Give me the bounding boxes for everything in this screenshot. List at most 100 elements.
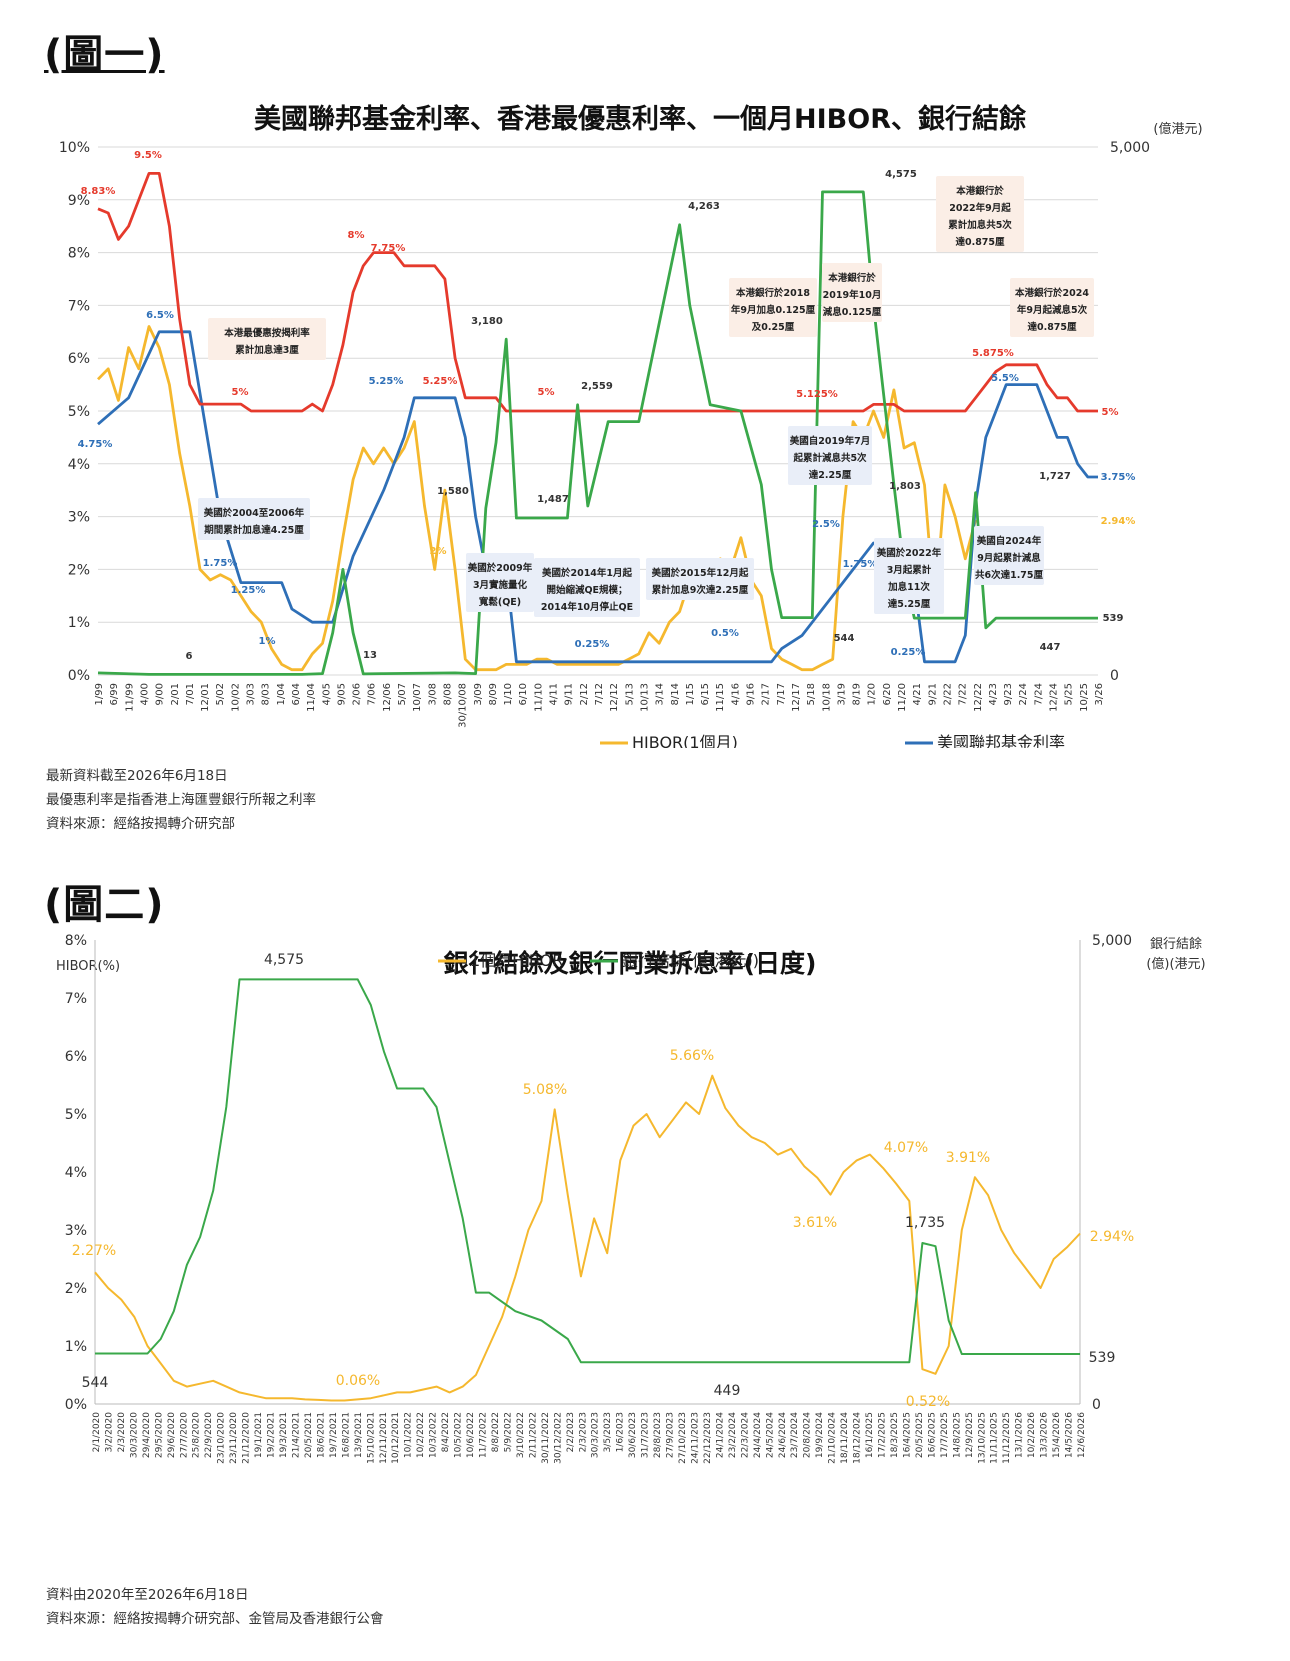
data-label: 4.07%: [884, 1140, 928, 1156]
x-tick-label: 10/2/2026: [1027, 1412, 1037, 1458]
series-line: [97, 172, 1098, 413]
x-tick-label: 24/4/2024: [753, 1412, 763, 1458]
x-tick-label: 1/10: [503, 683, 514, 705]
callout-text: 美國於2014年1月起: [541, 567, 633, 579]
x-tick-label: 5/25: [1064, 683, 1075, 705]
data-label: 0.25%: [575, 639, 610, 650]
data-label: 9.5%: [134, 150, 162, 161]
x-tick-label: 3/2/2020: [105, 1412, 115, 1453]
data-label: 3.91%: [946, 1150, 990, 1166]
x-tick-label: 11/99: [124, 683, 135, 712]
data-label: 5.25%: [369, 376, 404, 387]
data-label: 2.94%: [1101, 516, 1136, 527]
x-tick-label: 30/3/2020: [129, 1412, 139, 1458]
x-tick-label: 8/19: [852, 683, 863, 705]
x-tick-label: 5/13: [624, 683, 635, 705]
data-label: 0.06%: [336, 1373, 380, 1389]
x-tick-label: 13/9/2021: [354, 1412, 364, 1458]
data-label: 4,575: [885, 169, 917, 180]
x-tick-label: 21/10/2024: [828, 1412, 838, 1464]
figure1-right-unit: (億港元): [1153, 121, 1202, 137]
y-left-tick-label: 10%: [59, 140, 90, 156]
data-label: 2,559: [581, 381, 613, 392]
y-left-tick-label: 4%: [65, 1165, 87, 1181]
x-tick-label: 10/13: [640, 683, 651, 712]
callout-text: 起累計減息共5次: [792, 452, 867, 464]
x-tick-label: 19/1/2021: [254, 1412, 264, 1458]
x-tick-label: 2/17: [761, 683, 772, 705]
callout-text: 累計加息達3厘: [235, 344, 299, 356]
x-tick-label: 5/18: [806, 683, 817, 705]
data-label: 5.25%: [423, 376, 458, 387]
y-left-tick-label: 9%: [68, 193, 90, 209]
x-tick-label: 10/02: [230, 683, 241, 712]
data-label: 1,727: [1039, 471, 1071, 482]
x-tick-label: 3/5/2023: [603, 1412, 613, 1452]
callout-text: 美國於2022年: [876, 547, 942, 559]
data-label: 2.27%: [72, 1243, 116, 1259]
x-tick-label: 11/12/2025: [1002, 1412, 1012, 1464]
figure1-note: 最新資料截至2026年6月18日: [46, 768, 228, 784]
x-tick-label: 10/6/2022: [466, 1412, 476, 1458]
y-left-tick-label: 1%: [68, 615, 90, 631]
x-tick-label: 4/00: [140, 683, 151, 705]
data-label: 1,580: [437, 486, 469, 497]
data-label: 3.75%: [1101, 472, 1136, 483]
x-tick-label: 9/16: [746, 683, 757, 705]
x-tick-label: 8/03: [261, 683, 272, 705]
legend-label: HIBOR(1個月): [632, 733, 738, 748]
x-tick-label: 2/1/2020: [92, 1412, 102, 1453]
data-label: 3,180: [471, 316, 503, 327]
x-tick-label: 4/21: [912, 683, 923, 705]
x-tick-label: 22/3/2024: [740, 1412, 750, 1458]
figure1-notes: 最新資料截至2026年6月18日 最優惠利率是指香港上海匯豐銀行所報之利率 資料…: [46, 764, 316, 836]
x-tick-label: 9/23: [1003, 683, 1014, 705]
figure1-x-tick-labels: 1/99 6/99 11/99 4/00 9/00 2/01 7/01 12/01 5/02 10…: [94, 683, 1105, 728]
x-tick-label: 16/4/2025: [902, 1412, 912, 1458]
x-tick-label: 27/10/2023: [678, 1412, 688, 1464]
x-tick-label: 12/6/2026: [1077, 1412, 1087, 1458]
callout-text: 累計加息共5次: [948, 219, 1012, 231]
data-label: 8%: [348, 230, 365, 241]
x-tick-label: 11/15: [715, 683, 726, 712]
callout-text: 達0.875厘: [955, 236, 1005, 248]
series-line: [95, 978, 1080, 1364]
y-right-tick-label: 0: [1110, 668, 1119, 684]
x-tick-label: 11/10: [533, 683, 544, 712]
x-tick-label: 19/7/2021: [329, 1412, 339, 1458]
x-tick-label: 25/8/2020: [192, 1412, 202, 1458]
x-tick-label: 19/2/2021: [267, 1412, 277, 1458]
data-label: 5%: [538, 387, 555, 398]
x-tick-label: 2/06: [352, 683, 363, 705]
x-tick-label: 2/3/2020: [117, 1412, 127, 1453]
callout-box: [208, 318, 326, 360]
figure2-heading: (圖二): [44, 882, 165, 928]
x-tick-label: 7/06: [367, 683, 378, 705]
figure2-left-unit: HIBOR(%): [56, 959, 120, 974]
x-tick-label: 4/16: [730, 683, 741, 705]
x-tick-label: 10/3/2022: [429, 1412, 439, 1458]
callout-text: 2014年10月停止QE: [541, 601, 633, 613]
callout-text: 美國自2019年7月: [789, 435, 871, 447]
x-tick-label: 27/9/2023: [666, 1412, 676, 1458]
x-tick-label: 4/23: [988, 683, 999, 705]
x-tick-label: 1/99: [94, 683, 105, 705]
figure2-axes: [94, 940, 1081, 1405]
series-line: [96, 325, 977, 672]
x-tick-label: 7/01: [185, 683, 196, 705]
x-tick-label: 20/5/2025: [915, 1412, 925, 1458]
data-label: 2.5%: [812, 519, 840, 530]
data-label: 0.52%: [906, 1394, 950, 1410]
data-label: 4.75%: [78, 439, 113, 450]
x-tick-label: 22/12/2023: [703, 1412, 713, 1464]
y-left-tick-label: 2%: [68, 562, 90, 578]
x-tick-label: 7/24: [1033, 683, 1044, 705]
x-tick-label: 4/11: [549, 683, 560, 705]
data-label: 1.75%: [843, 559, 878, 570]
data-label: 1,803: [889, 481, 921, 492]
data-label: 0.5%: [711, 628, 739, 639]
y-left-tick-label: 8%: [68, 246, 90, 262]
callout-text: 本港銀行於2024: [1015, 287, 1089, 299]
x-tick-label: 12/24: [1049, 683, 1060, 712]
legend-label: 銀行結餘(億(港元)): [622, 951, 759, 970]
